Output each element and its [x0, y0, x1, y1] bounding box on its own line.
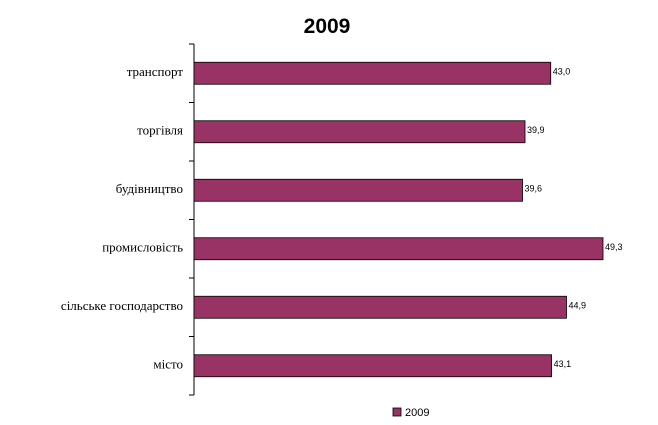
data-label: 49,3 [605, 242, 623, 252]
bar [193, 295, 567, 319]
bar [193, 178, 523, 202]
category-label: транспорт [127, 64, 184, 79]
data-label: 43,0 [553, 66, 571, 76]
bar [193, 61, 552, 85]
category-label: будівництво [116, 181, 183, 196]
legend-swatch [392, 407, 402, 417]
legend-label: 2009 [405, 407, 429, 419]
category-label: сільське господарство [61, 298, 183, 313]
bar [193, 237, 604, 261]
data-label: 39,9 [527, 125, 545, 135]
data-label: 39,6 [525, 183, 543, 193]
category-label: промисловість [102, 240, 183, 255]
bar [193, 354, 552, 378]
category-label: місто [153, 357, 183, 372]
data-label: 43,1 [554, 359, 572, 369]
category-label: торгівля [137, 123, 183, 138]
data-label: 44,9 [568, 300, 586, 310]
chart-title: 2009 [304, 15, 351, 38]
bar [193, 120, 526, 144]
